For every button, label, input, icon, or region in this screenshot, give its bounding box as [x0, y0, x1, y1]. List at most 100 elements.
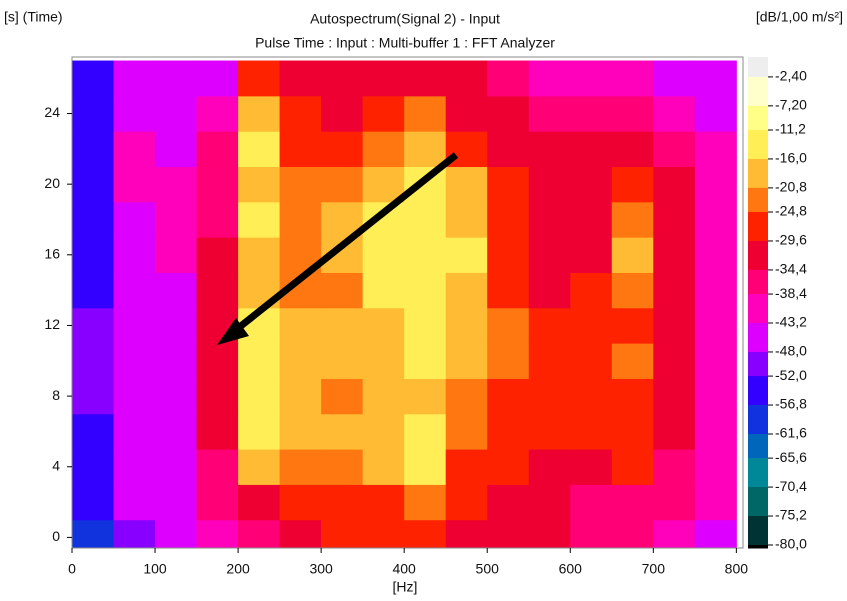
colorbar-band — [748, 405, 768, 435]
colorbar-tick-label: -61,6 — [775, 425, 807, 441]
heatmap-cell — [113, 60, 156, 97]
heatmap-cell — [570, 201, 613, 238]
heatmap-cell — [321, 449, 364, 485]
heatmap-cell — [528, 519, 571, 548]
heatmap-cell — [404, 131, 447, 168]
colorbar-tick-label: -56,8 — [775, 396, 807, 412]
heatmap-cell — [72, 378, 115, 415]
colorbar-tick-label: -11,2 — [775, 121, 806, 137]
heatmap-cell — [570, 307, 613, 344]
heatmap-cell — [404, 237, 447, 273]
heatmap-cell — [238, 413, 281, 450]
heatmap-cell — [196, 378, 239, 415]
heatmap-cell — [487, 449, 530, 485]
heatmap-cell — [445, 413, 488, 450]
heatmap-cell — [404, 378, 447, 415]
heatmap-cell — [196, 272, 239, 309]
heatmap-cell — [653, 272, 696, 309]
heatmap-cell — [611, 413, 654, 450]
heatmap-cell — [279, 201, 322, 238]
heatmap-cell — [611, 307, 654, 344]
heatmap-cell — [113, 307, 156, 344]
heatmap-cell — [653, 166, 696, 203]
heatmap-cell — [404, 449, 447, 485]
heatmap-cell — [362, 378, 405, 415]
y-tick-label: 16 — [44, 246, 60, 262]
colorbar-band — [748, 458, 768, 488]
heatmap-cell — [113, 484, 156, 521]
heatmap-cell — [196, 449, 239, 485]
heatmap-cell — [72, 484, 115, 521]
colorbar-band — [748, 269, 768, 295]
heatmap-cell — [404, 307, 447, 344]
heatmap-cell — [155, 237, 198, 273]
heatmap-cell — [155, 519, 198, 548]
x-tick-label: 400 — [392, 561, 416, 577]
heatmap-cell — [653, 343, 696, 379]
heatmap-cell — [113, 413, 156, 450]
heatmap-cell — [487, 272, 530, 309]
heatmap-cell — [611, 237, 654, 273]
heatmap-cell — [113, 131, 156, 168]
heatmap-cell — [155, 484, 198, 521]
heatmap-cell — [570, 131, 613, 168]
heatmap-cell — [321, 272, 364, 309]
heatmap-cell — [113, 378, 156, 415]
colorbar-tick-label: -65,6 — [775, 449, 807, 465]
heatmap-cell — [196, 343, 239, 379]
colorbar-band — [748, 544, 768, 549]
heatmap-cell — [155, 131, 198, 168]
heatmap-cell — [611, 378, 654, 415]
y-axis-label: [s] (Time) — [4, 9, 63, 25]
heatmap-cell — [362, 449, 405, 485]
heatmap-cell — [362, 272, 405, 309]
heatmap-cell — [487, 237, 530, 273]
arrow-head — [217, 318, 249, 345]
colorbar-tick-label: -70,4 — [775, 478, 807, 494]
heatmap-cell — [279, 484, 322, 521]
colorbar-band — [748, 129, 768, 160]
heatmap-cell — [279, 60, 322, 97]
heatmap-cell — [362, 307, 405, 344]
heatmap-cell — [528, 95, 571, 132]
heatmap-cell — [611, 95, 654, 132]
colorbar-band — [748, 516, 768, 546]
colorbar-band — [748, 323, 768, 353]
heatmap-cell — [321, 413, 364, 450]
heatmap-cell — [570, 272, 613, 309]
y-tick-label: 12 — [44, 316, 60, 332]
heatmap-cell — [487, 131, 530, 168]
heatmap-cell — [653, 60, 696, 97]
colorbar-tick-label: -52,0 — [775, 367, 807, 383]
heatmap-cell — [570, 449, 613, 485]
heatmap-cell — [570, 343, 613, 379]
heatmap-cell — [445, 272, 488, 309]
x-tick-label: 0 — [68, 561, 76, 577]
heatmap-cell — [404, 272, 447, 309]
heatmap-cell — [72, 60, 115, 97]
heatmap-cell — [611, 519, 654, 548]
heatmap-cell — [238, 60, 281, 97]
heatmap-cell — [611, 484, 654, 521]
heatmap-cell — [694, 166, 737, 203]
heatmap-cell — [196, 60, 239, 97]
heatmap-cell — [113, 166, 156, 203]
colorbar-tick-label: -38,4 — [775, 285, 807, 301]
heatmap-cell — [362, 519, 405, 548]
heatmap-cell — [404, 201, 447, 238]
heatmap-cell — [113, 237, 156, 273]
heatmap-cell — [362, 95, 405, 132]
colorbar-band — [748, 158, 768, 189]
heatmap-cell — [279, 343, 322, 379]
heatmap-cell — [611, 166, 654, 203]
heatmap-cell — [196, 95, 239, 132]
heatmap-cell — [155, 272, 198, 309]
heatmap-cell — [528, 201, 571, 238]
heatmap-cell — [487, 201, 530, 238]
heatmap-cell — [362, 237, 405, 273]
heatmap-cell — [487, 307, 530, 344]
heatmap-cell — [321, 519, 364, 548]
heatmap-cell — [694, 307, 737, 344]
heatmap-cell — [694, 60, 737, 97]
heatmap-cell — [487, 519, 530, 548]
